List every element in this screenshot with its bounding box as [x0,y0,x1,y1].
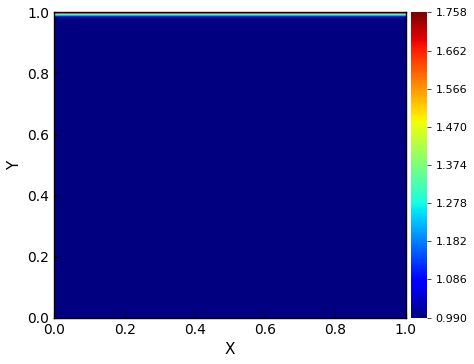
Y-axis label: Y: Y [7,161,22,170]
X-axis label: X: X [225,342,235,357]
